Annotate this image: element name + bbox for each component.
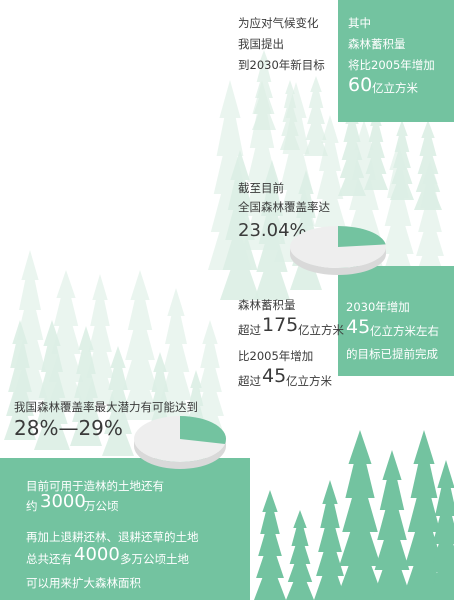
tree-icon	[338, 106, 366, 196]
increase-value: 45	[262, 365, 287, 387]
tree-silhouettes	[4, 50, 454, 600]
stock-value: 175	[262, 314, 299, 336]
tree-icon	[314, 480, 346, 600]
increase-prefix: 超过	[238, 374, 261, 388]
target-line-1: 2030年增加	[346, 300, 410, 314]
stock-increase-value: 60	[348, 74, 373, 96]
pie-highlight-slice	[338, 226, 386, 247]
tree-icon	[252, 50, 276, 130]
tree-icon	[280, 80, 300, 150]
tree-icon	[336, 430, 384, 600]
pie-highlight-slice	[180, 416, 226, 445]
tree-icon	[390, 120, 414, 200]
panel-line-1: 其中	[348, 16, 371, 30]
tree-icon	[194, 320, 226, 440]
target-panel	[338, 266, 454, 376]
land-line-5: 可以用来扩大森林面积	[26, 576, 141, 590]
tree-icon	[414, 160, 446, 280]
stock-unit: 亿立方米	[298, 323, 344, 337]
tree-icon	[304, 76, 328, 156]
tree-icon	[70, 326, 102, 446]
panel-line-2: 森林蓄积量	[348, 37, 406, 51]
land-unit-2: 多万公顷土地	[120, 552, 189, 566]
target-line-3: 的目标已提前完成	[346, 347, 438, 361]
stock-label: 森林蓄积量	[238, 298, 296, 312]
potential-pie-chart	[134, 416, 226, 469]
intro-line-1: 为应对气候变化	[238, 16, 319, 30]
potential-value: 28%—29%	[14, 416, 123, 440]
tree-icon	[102, 346, 134, 456]
coverage-line-2: 全国森林覆盖率达	[238, 200, 330, 214]
coverage-value: 23.04%	[238, 220, 307, 241]
stock-increase-unit: 亿立方米	[372, 81, 418, 95]
coverage-line-1: 截至目前	[238, 181, 284, 195]
coverage-pie-chart	[290, 226, 386, 275]
top-right-panel	[338, 0, 454, 122]
panel-line-3: 将比2005年增加	[348, 58, 435, 72]
tree-icon	[4, 320, 36, 440]
tree-icon	[414, 120, 442, 210]
intro-line-2: 我国提出	[238, 37, 284, 51]
pie-side	[134, 439, 226, 469]
increase-unit: 亿立方米	[286, 374, 332, 388]
land-line-1: 目前可用于造林的土地还有	[26, 479, 164, 493]
tree-icon	[120, 270, 160, 420]
tree-icon	[254, 160, 290, 300]
tree-icon	[220, 150, 260, 300]
land-prefix-1: 约	[26, 499, 38, 513]
land-prefix-2: 总共还有	[26, 552, 72, 566]
tree-icon	[254, 490, 286, 600]
potential-label: 我国森林覆盖率最大潜力有可能达到	[14, 400, 198, 414]
land-panel	[0, 458, 250, 600]
intro-line-3: 到2030年新目标	[238, 58, 325, 72]
increase-label: 比2005年增加	[238, 349, 314, 363]
tree-icon	[364, 110, 388, 190]
tree-icon	[34, 320, 70, 450]
land-line-3: 再加上退耕还林、退耕还草的土地	[26, 530, 199, 544]
tree-icon	[372, 450, 412, 600]
target-unit: 亿立方米左右	[370, 324, 439, 338]
tree-icon	[286, 510, 314, 600]
stock-prefix: 超过	[238, 323, 261, 337]
tree-icon	[312, 115, 348, 255]
pie-side	[290, 247, 386, 275]
land-value-1: 3000	[40, 491, 86, 512]
target-value: 45	[346, 316, 371, 338]
land-value-2: 4000	[74, 544, 120, 565]
land-unit-1: 万公顷	[84, 499, 119, 513]
tree-icon	[428, 460, 454, 600]
tree-icon	[158, 288, 194, 428]
tree-icon	[380, 142, 416, 282]
